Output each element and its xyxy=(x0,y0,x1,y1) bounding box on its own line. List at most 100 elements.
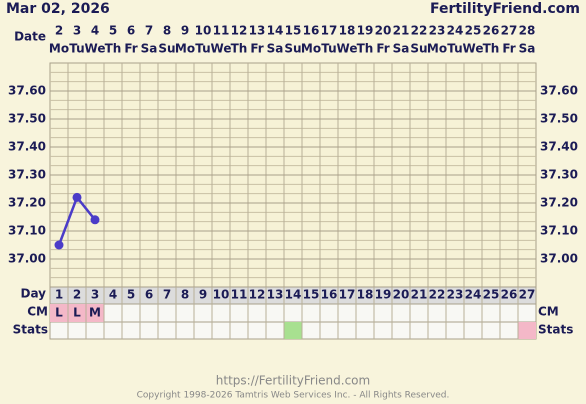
date-label: 20 xyxy=(375,24,392,38)
date-label: 24 xyxy=(447,24,464,38)
date-label: 26 xyxy=(483,24,500,38)
x-tick-label: 26 xyxy=(501,288,518,302)
footer-url: https://FertilityFriend.com xyxy=(216,374,370,388)
weekday-label: Th xyxy=(231,42,248,56)
date-label: 23 xyxy=(429,24,446,38)
date-label: Date xyxy=(14,30,46,44)
y-tick-label: 37.60 xyxy=(540,84,578,98)
date-label: 19 xyxy=(357,24,374,38)
stats-label: Stats xyxy=(13,323,48,337)
x-tick-label: 2 xyxy=(73,288,81,302)
date-label: 9 xyxy=(181,24,189,38)
date-label: 2 xyxy=(55,24,63,38)
date-label: 25 xyxy=(465,24,482,38)
x-tick-label: 6 xyxy=(145,288,153,302)
y-tick-label: 37.30 xyxy=(8,168,46,182)
cm-label: CM xyxy=(27,305,48,319)
y-tick-label: 37.60 xyxy=(8,84,46,98)
weekday-label: Fr xyxy=(124,42,137,56)
date-label: 16 xyxy=(303,24,320,38)
y-tick-label: 37.10 xyxy=(540,224,578,238)
day-label: Day xyxy=(20,287,46,301)
temperature-point xyxy=(54,240,64,250)
date-label: 6 xyxy=(127,24,135,38)
cm-label: CM xyxy=(538,305,559,319)
x-tick-label: 22 xyxy=(429,288,446,302)
weekday-label: Tu xyxy=(321,42,336,56)
cm-value: L xyxy=(55,306,63,320)
y-tick-label: 37.50 xyxy=(540,112,578,126)
weekday-label: Su xyxy=(410,42,427,56)
date-label: 28 xyxy=(519,24,536,38)
x-tick-label: 1 xyxy=(55,288,63,302)
temperature-point xyxy=(72,192,82,202)
weekday-label: We xyxy=(337,42,358,56)
x-tick-label: 10 xyxy=(213,288,230,302)
y-tick-label: 37.20 xyxy=(8,196,46,210)
cm-cell xyxy=(50,304,68,322)
weekday-label: Tu xyxy=(69,42,84,56)
weekday-label: We xyxy=(211,42,232,56)
date-label: 27 xyxy=(501,24,518,38)
weekday-label: Th xyxy=(105,42,122,56)
x-tick-label: 4 xyxy=(109,288,117,302)
weekday-label: Sa xyxy=(267,42,284,56)
date-label: 11 xyxy=(213,24,230,38)
x-tick-label: 14 xyxy=(285,288,302,302)
site-name: FertilityFriend.com xyxy=(430,1,580,17)
y-tick-label: 37.40 xyxy=(8,140,46,154)
date-label: 21 xyxy=(393,24,410,38)
weekday-label: Su xyxy=(158,42,175,56)
cm-value: M xyxy=(89,306,101,320)
y-tick-label: 37.10 xyxy=(8,224,46,238)
copyright: Copyright 1998-2026 Tamtris Web Services… xyxy=(137,391,450,401)
date-label: 10 xyxy=(195,24,212,38)
x-tick-label: 18 xyxy=(357,288,374,302)
weekday-label: Mo xyxy=(427,42,447,56)
x-tick-label: 17 xyxy=(339,288,356,302)
weekday-label: Mo xyxy=(301,42,321,56)
x-tick-label: 25 xyxy=(483,288,500,302)
cm-row xyxy=(49,303,537,323)
weekday-label: Fr xyxy=(376,42,389,56)
x-tick-label: 9 xyxy=(199,288,207,302)
y-tick-label: 37.00 xyxy=(8,252,46,266)
x-tick-label: 15 xyxy=(303,288,320,302)
x-tick-label: 27 xyxy=(519,288,536,302)
weekday-label: Sa xyxy=(519,42,536,56)
y-tick-label: 37.20 xyxy=(540,196,578,210)
cm-cell xyxy=(68,304,86,322)
date-label: 7 xyxy=(145,24,153,38)
date-label: 8 xyxy=(163,24,171,38)
y-tick-label: 37.40 xyxy=(540,140,578,154)
date-label: 12 xyxy=(231,24,248,38)
x-tick-label: 23 xyxy=(447,288,464,302)
weekday-label: Th xyxy=(357,42,374,56)
x-tick-label: 12 xyxy=(249,288,266,302)
date-label: 4 xyxy=(91,24,99,38)
weekday-label: Mo xyxy=(49,42,69,56)
x-tick-label: 21 xyxy=(411,288,428,302)
x-tick-label: 8 xyxy=(181,288,189,302)
stats-cell xyxy=(284,322,302,339)
weekday-label: Tu xyxy=(195,42,210,56)
temperature-point xyxy=(90,215,100,225)
date-label: 13 xyxy=(249,24,266,38)
weekday-label: Fr xyxy=(250,42,263,56)
weekday-label: We xyxy=(463,42,484,56)
y-tick-label: 37.00 xyxy=(540,252,578,266)
y-tick-label: 37.30 xyxy=(540,168,578,182)
cm-value: L xyxy=(73,306,81,320)
x-tick-label: 20 xyxy=(393,288,410,302)
date-label: 18 xyxy=(339,24,356,38)
weekday-label: Th xyxy=(483,42,500,56)
weekday-label: We xyxy=(85,42,106,56)
date-label: 22 xyxy=(411,24,428,38)
x-tick-label: 5 xyxy=(127,288,135,302)
weekday-label: Mo xyxy=(175,42,195,56)
date-label: 3 xyxy=(73,24,81,38)
x-tick-label: 24 xyxy=(465,288,482,302)
stats-label: Stats xyxy=(538,323,573,337)
chart-date: Mar 02, 2026 xyxy=(6,1,110,17)
